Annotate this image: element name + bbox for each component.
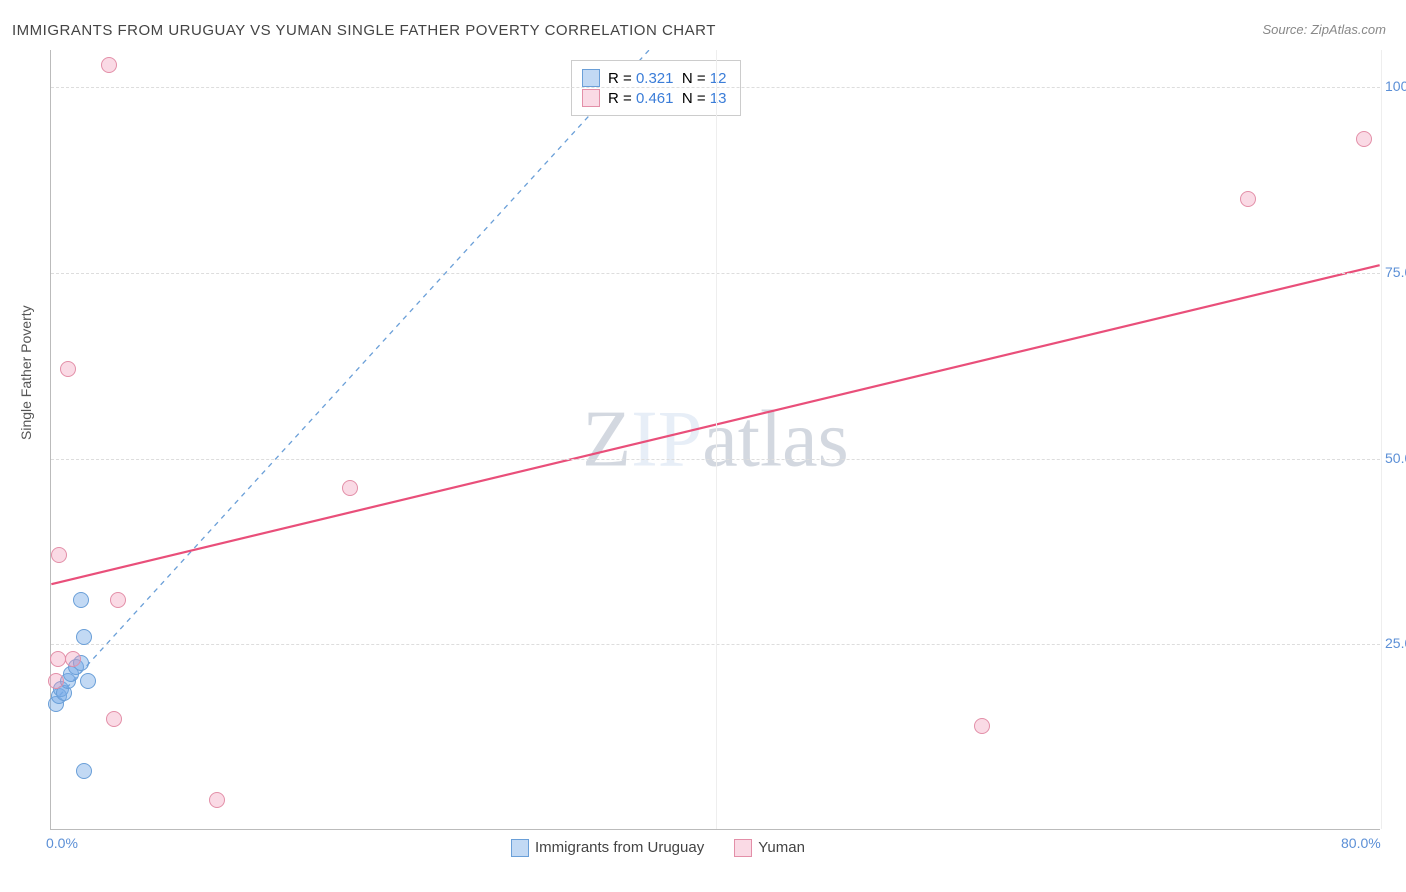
y-tick-label: 100.0%: [1385, 78, 1406, 94]
chart-container: IMMIGRANTS FROM URUGUAY VS YUMAN SINGLE …: [0, 0, 1406, 892]
legend-row-uruguay: R = 0.321 N = 12: [582, 69, 726, 87]
swatch-blue: [582, 69, 600, 87]
data-point-yuman: [101, 57, 117, 73]
data-point-yuman: [342, 480, 358, 496]
data-point-uruguay: [80, 673, 96, 689]
legend-item-uruguay: Immigrants from Uruguay: [511, 839, 704, 857]
data-point-yuman: [50, 651, 66, 667]
legend-row-yuman: R = 0.461 N = 13: [582, 89, 726, 107]
data-point-yuman: [110, 592, 126, 608]
y-tick-label: 25.0%: [1385, 635, 1406, 651]
data-point-yuman: [60, 361, 76, 377]
series-legend: Immigrants from Uruguay Yuman: [511, 839, 805, 857]
y-tick-label: 50.0%: [1385, 450, 1406, 466]
data-point-yuman: [106, 711, 122, 727]
x-tick-label: 80.0%: [1341, 835, 1381, 851]
data-point-yuman: [1356, 131, 1372, 147]
data-point-yuman: [1240, 191, 1256, 207]
data-point-yuman: [65, 651, 81, 667]
data-point-yuman: [48, 673, 64, 689]
legend-item-yuman: Yuman: [734, 839, 805, 857]
x-tick-label: 0.0%: [46, 835, 78, 851]
swatch-blue-icon: [511, 839, 529, 857]
y-tick-label: 75.0%: [1385, 264, 1406, 280]
data-point-yuman: [209, 792, 225, 808]
data-point-uruguay: [76, 763, 92, 779]
gridline-v: [716, 50, 717, 829]
source-label: Source: ZipAtlas.com: [1262, 22, 1386, 37]
data-point-uruguay: [76, 629, 92, 645]
chart-title: IMMIGRANTS FROM URUGUAY VS YUMAN SINGLE …: [12, 22, 716, 39]
gridline-v: [1381, 50, 1382, 829]
swatch-pink-icon: [734, 839, 752, 857]
y-axis-label: Single Father Poverty: [18, 305, 34, 440]
data-point-uruguay: [73, 592, 89, 608]
data-point-yuman: [974, 718, 990, 734]
data-point-yuman: [51, 547, 67, 563]
plot-area: ZIPatlas R = 0.321 N = 12 R = 0.461 N = …: [50, 50, 1380, 830]
swatch-pink: [582, 89, 600, 107]
